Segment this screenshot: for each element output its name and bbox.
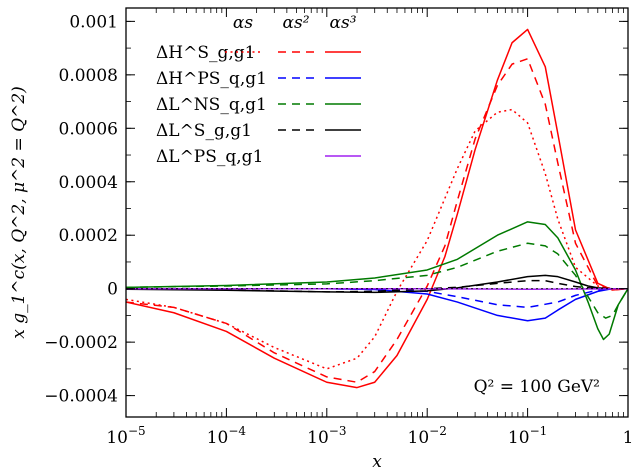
x-tick-label: 10−4 bbox=[207, 424, 247, 448]
x-tick-label: 1 bbox=[623, 428, 634, 448]
plot-frame bbox=[125, 7, 629, 418]
y-tick-label: 0.0006 bbox=[59, 119, 118, 139]
series-line-1 bbox=[125, 108, 628, 370]
legend-label: ΔL^S_g,g1 bbox=[156, 121, 252, 141]
legend-label: ΔL^PS_q,g1 bbox=[156, 147, 263, 167]
y-tick-label: 0 bbox=[107, 280, 118, 300]
y-tick-label: −0.0004 bbox=[44, 387, 118, 407]
y-tick-label: 0.001 bbox=[69, 12, 118, 32]
y-axis-label: x g_1^c(x, Q^2, μ^2 = Q^2) bbox=[9, 86, 29, 339]
legend-order-header: αs bbox=[233, 13, 253, 33]
legend-order-header: αs³ bbox=[329, 13, 356, 33]
x-tick-label: 10−5 bbox=[106, 424, 145, 448]
y-tick-label: −0.0002 bbox=[44, 333, 118, 353]
x-tick-label: 10−2 bbox=[408, 424, 447, 448]
legend-label: ΔH^S_g,g1 bbox=[156, 43, 255, 63]
legend-order-header: αs² bbox=[282, 13, 309, 33]
axes-frame: 0.001 0.0008 0.0006 0.0004 0.0002 0 −0.0002 −0.… bbox=[44, 7, 634, 448]
series-line-7 bbox=[125, 221, 629, 341]
legend: αs αs² αs³ ΔH^S_g,g1 ΔH^PS_q,g1 ΔL^NS_q,g1 ΔL^… bbox=[156, 13, 361, 167]
x-tick-label: 10−3 bbox=[307, 424, 346, 448]
y-tick-label: 0.0008 bbox=[59, 66, 118, 86]
series-line-4 bbox=[126, 287, 628, 309]
x-tick-label: 10−1 bbox=[508, 424, 547, 448]
series-line-2 bbox=[125, 58, 629, 383]
axis-labels: x x g_1^c(x, Q^2, μ^2 = Q^2) Q² = 100 GeV² bbox=[9, 86, 600, 472]
series-line-3 bbox=[125, 28, 629, 389]
series-line-9 bbox=[125, 274, 628, 294]
legend-label: ΔH^PS_q,g1 bbox=[156, 69, 267, 89]
x-axis-label: x bbox=[372, 452, 382, 472]
annotation-q2: Q² = 100 GeV² bbox=[474, 377, 600, 397]
legend-label: ΔL^NS_q,g1 bbox=[156, 95, 267, 115]
y-tick-label: 0.0002 bbox=[59, 226, 118, 246]
series-line-6 bbox=[125, 242, 629, 319]
y-tick-label: 0.0004 bbox=[59, 173, 118, 193]
